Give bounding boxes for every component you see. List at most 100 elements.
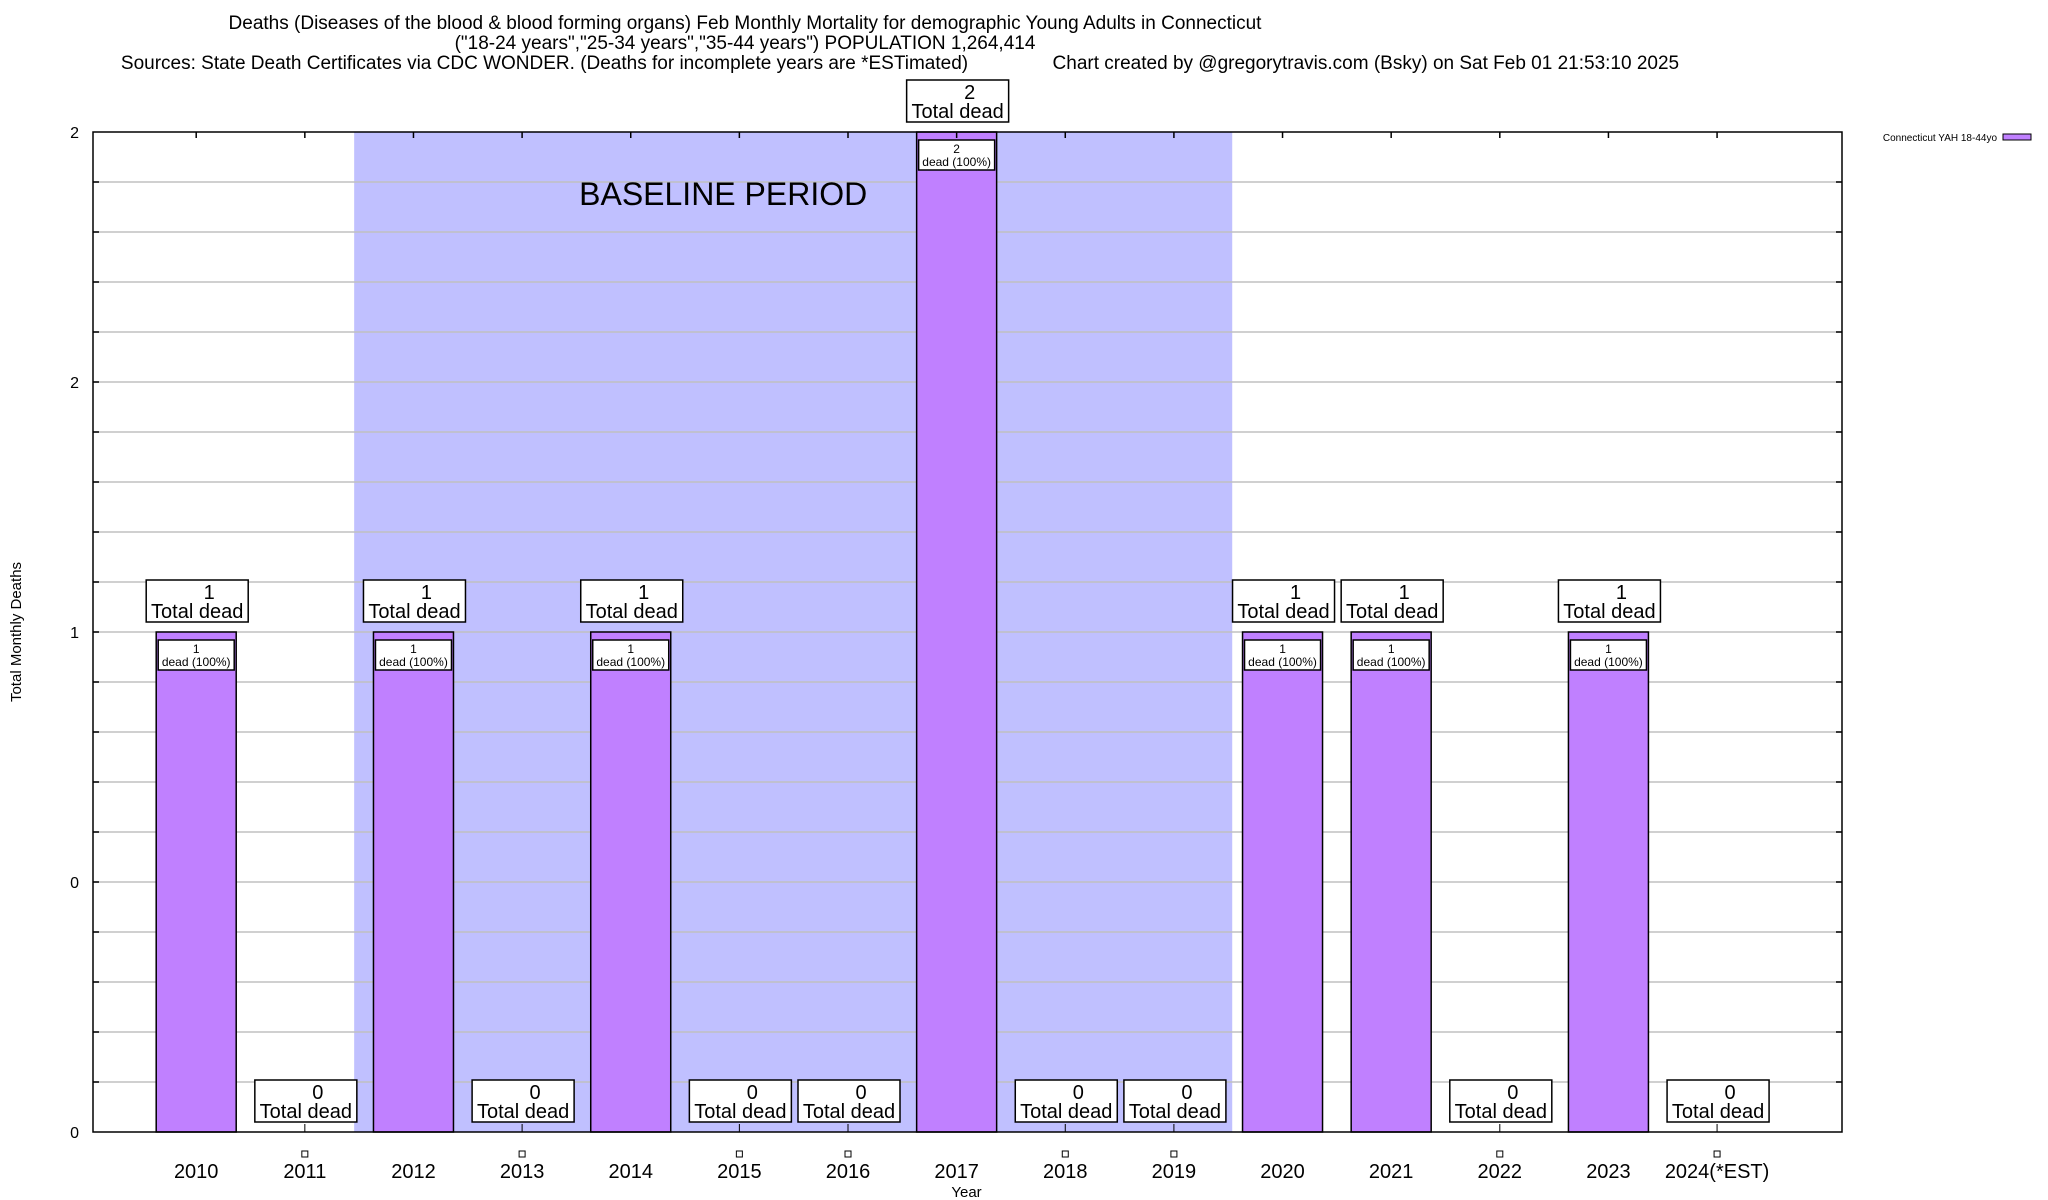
x-tick-label: 2013 [500, 1161, 545, 1183]
chart-title-line-1: Deaths (Diseases of the blood & blood fo… [228, 13, 1262, 34]
bar-value-label: 2 [953, 142, 960, 156]
x-tick-label: 2022 [1478, 1161, 1523, 1183]
total-label-text: Total dead [1563, 601, 1655, 623]
total-label-text: Total dead [1346, 601, 1438, 623]
y-tick-label: 2 [70, 125, 79, 142]
total-label-text: Total dead [803, 1101, 895, 1123]
total-label-text: Total dead [1237, 601, 1329, 623]
x-tick-label: 2021 [1369, 1161, 1414, 1183]
bar [1241, 631, 1324, 1133]
bar-value-label-box [374, 639, 453, 671]
total-label-box [254, 1079, 358, 1123]
bar-value-label-box [591, 639, 670, 671]
bar-value-label-suffix: dead (100%) [379, 655, 448, 669]
total-label-box [688, 1079, 793, 1123]
legend-label: Connecticut YAH 18-44yo [1883, 133, 1998, 144]
bar [1567, 631, 1650, 1133]
bar [155, 631, 237, 1133]
total-label-value: 1 [204, 582, 215, 604]
bar [372, 631, 455, 1133]
zero-marker [1170, 1150, 1178, 1158]
bar-value-label: 1 [410, 642, 417, 656]
baseline-period-label: BASELINE PERIOD [579, 176, 867, 212]
chart-title-line-3: Sources: State Death Certificates via CD… [120, 53, 1680, 74]
total-label-box [362, 579, 467, 623]
bar-value-label-suffix: dead (100%) [922, 155, 991, 169]
x-tick-label: 2011 [283, 1161, 326, 1183]
total-label-value: 0 [1507, 1082, 1518, 1104]
x-tick-label: 2010 [174, 1161, 219, 1183]
total-label-box [471, 1079, 575, 1123]
zero-marker [735, 1150, 743, 1158]
zero-marker [301, 1150, 309, 1158]
bar-value-label-box [1569, 639, 1648, 671]
total-label-box [1340, 579, 1444, 623]
bar-value-label: 1 [1605, 642, 1612, 656]
total-label-box [797, 1079, 901, 1123]
bar-value-label-suffix: dead (100%) [1248, 655, 1317, 669]
y-tick-label: 0 [70, 875, 79, 892]
total-label-text: Total dead [151, 601, 243, 623]
total-label-value: 0 [312, 1082, 323, 1104]
total-label-value: 1 [1399, 582, 1410, 604]
total-label-text: Total dead [911, 101, 1003, 123]
y-tick-label: 0 [70, 1125, 79, 1142]
x-tick-label: 2020 [1260, 1161, 1305, 1183]
total-label-value: 0 [747, 1082, 758, 1104]
total-label-box [1014, 1079, 1119, 1123]
x-tick-label: 2023 [1586, 1161, 1631, 1183]
bar-value-label-box [1243, 639, 1322, 671]
x-tick-label: 2017 [934, 1161, 979, 1183]
chart-title-line-2: ("18-24 years","25-34 years","35-44 year… [454, 33, 1036, 54]
total-label-box [145, 579, 249, 623]
bar [1350, 631, 1432, 1133]
x-tick-label: 2016 [826, 1161, 871, 1183]
bar [915, 131, 998, 1133]
x-tick-label: 2015 [717, 1161, 762, 1183]
bar-value-label: 1 [627, 642, 634, 656]
total-label-value: 2 [964, 82, 975, 104]
y-axis-label: Total Monthly Deaths [8, 562, 25, 702]
zero-marker [518, 1150, 526, 1158]
total-label-value: 0 [1073, 1082, 1084, 1104]
total-label-text: Total dead [586, 601, 678, 623]
total-label-text: Total dead [1672, 1101, 1764, 1123]
bar-value-label-suffix: dead (100%) [1574, 655, 1643, 669]
y-tick-label: 1 [70, 625, 79, 642]
legend-swatch [2002, 133, 2032, 141]
total-label-value: 1 [638, 582, 649, 604]
bar-value-label-box [1352, 639, 1430, 671]
total-label-value: 0 [1725, 1082, 1736, 1104]
total-label-text: Total dead [1129, 1101, 1221, 1123]
bar-value-label-suffix: dead (100%) [162, 655, 231, 669]
bar-value-label: 1 [193, 642, 200, 656]
bar-value-label-box [917, 139, 996, 171]
total-label-value: 0 [530, 1082, 541, 1104]
bar-value-label-box [157, 639, 235, 671]
total-label-value: 1 [1290, 582, 1301, 604]
total-label-box [1231, 579, 1336, 623]
total-label-text: Total dead [260, 1101, 352, 1123]
x-tick-label: 2014 [608, 1161, 653, 1183]
total-label-value: 1 [1616, 582, 1627, 604]
x-tick-label: 2018 [1043, 1161, 1088, 1183]
bar-value-label-suffix: dead (100%) [1357, 655, 1426, 669]
y-tick-label: 2 [70, 375, 79, 392]
x-tick-label: 2012 [391, 1161, 436, 1183]
total-label-text: Total dead [368, 601, 460, 623]
x-axis-label: Year [951, 1184, 981, 1200]
total-label-box [905, 79, 1010, 123]
total-label-text: Total dead [1455, 1101, 1547, 1123]
total-label-box [1123, 1079, 1227, 1123]
zero-marker [844, 1150, 852, 1158]
total-label-text: Total dead [477, 1101, 569, 1123]
x-tick-label: 2019 [1152, 1161, 1197, 1183]
total-label-box [1557, 579, 1662, 623]
bar-value-label: 1 [1279, 642, 1286, 656]
zero-marker [1061, 1150, 1069, 1158]
total-label-text: Total dead [1020, 1101, 1112, 1123]
total-label-text: Total dead [694, 1101, 786, 1123]
zero-marker [1496, 1150, 1504, 1158]
total-label-box [1666, 1079, 1770, 1123]
